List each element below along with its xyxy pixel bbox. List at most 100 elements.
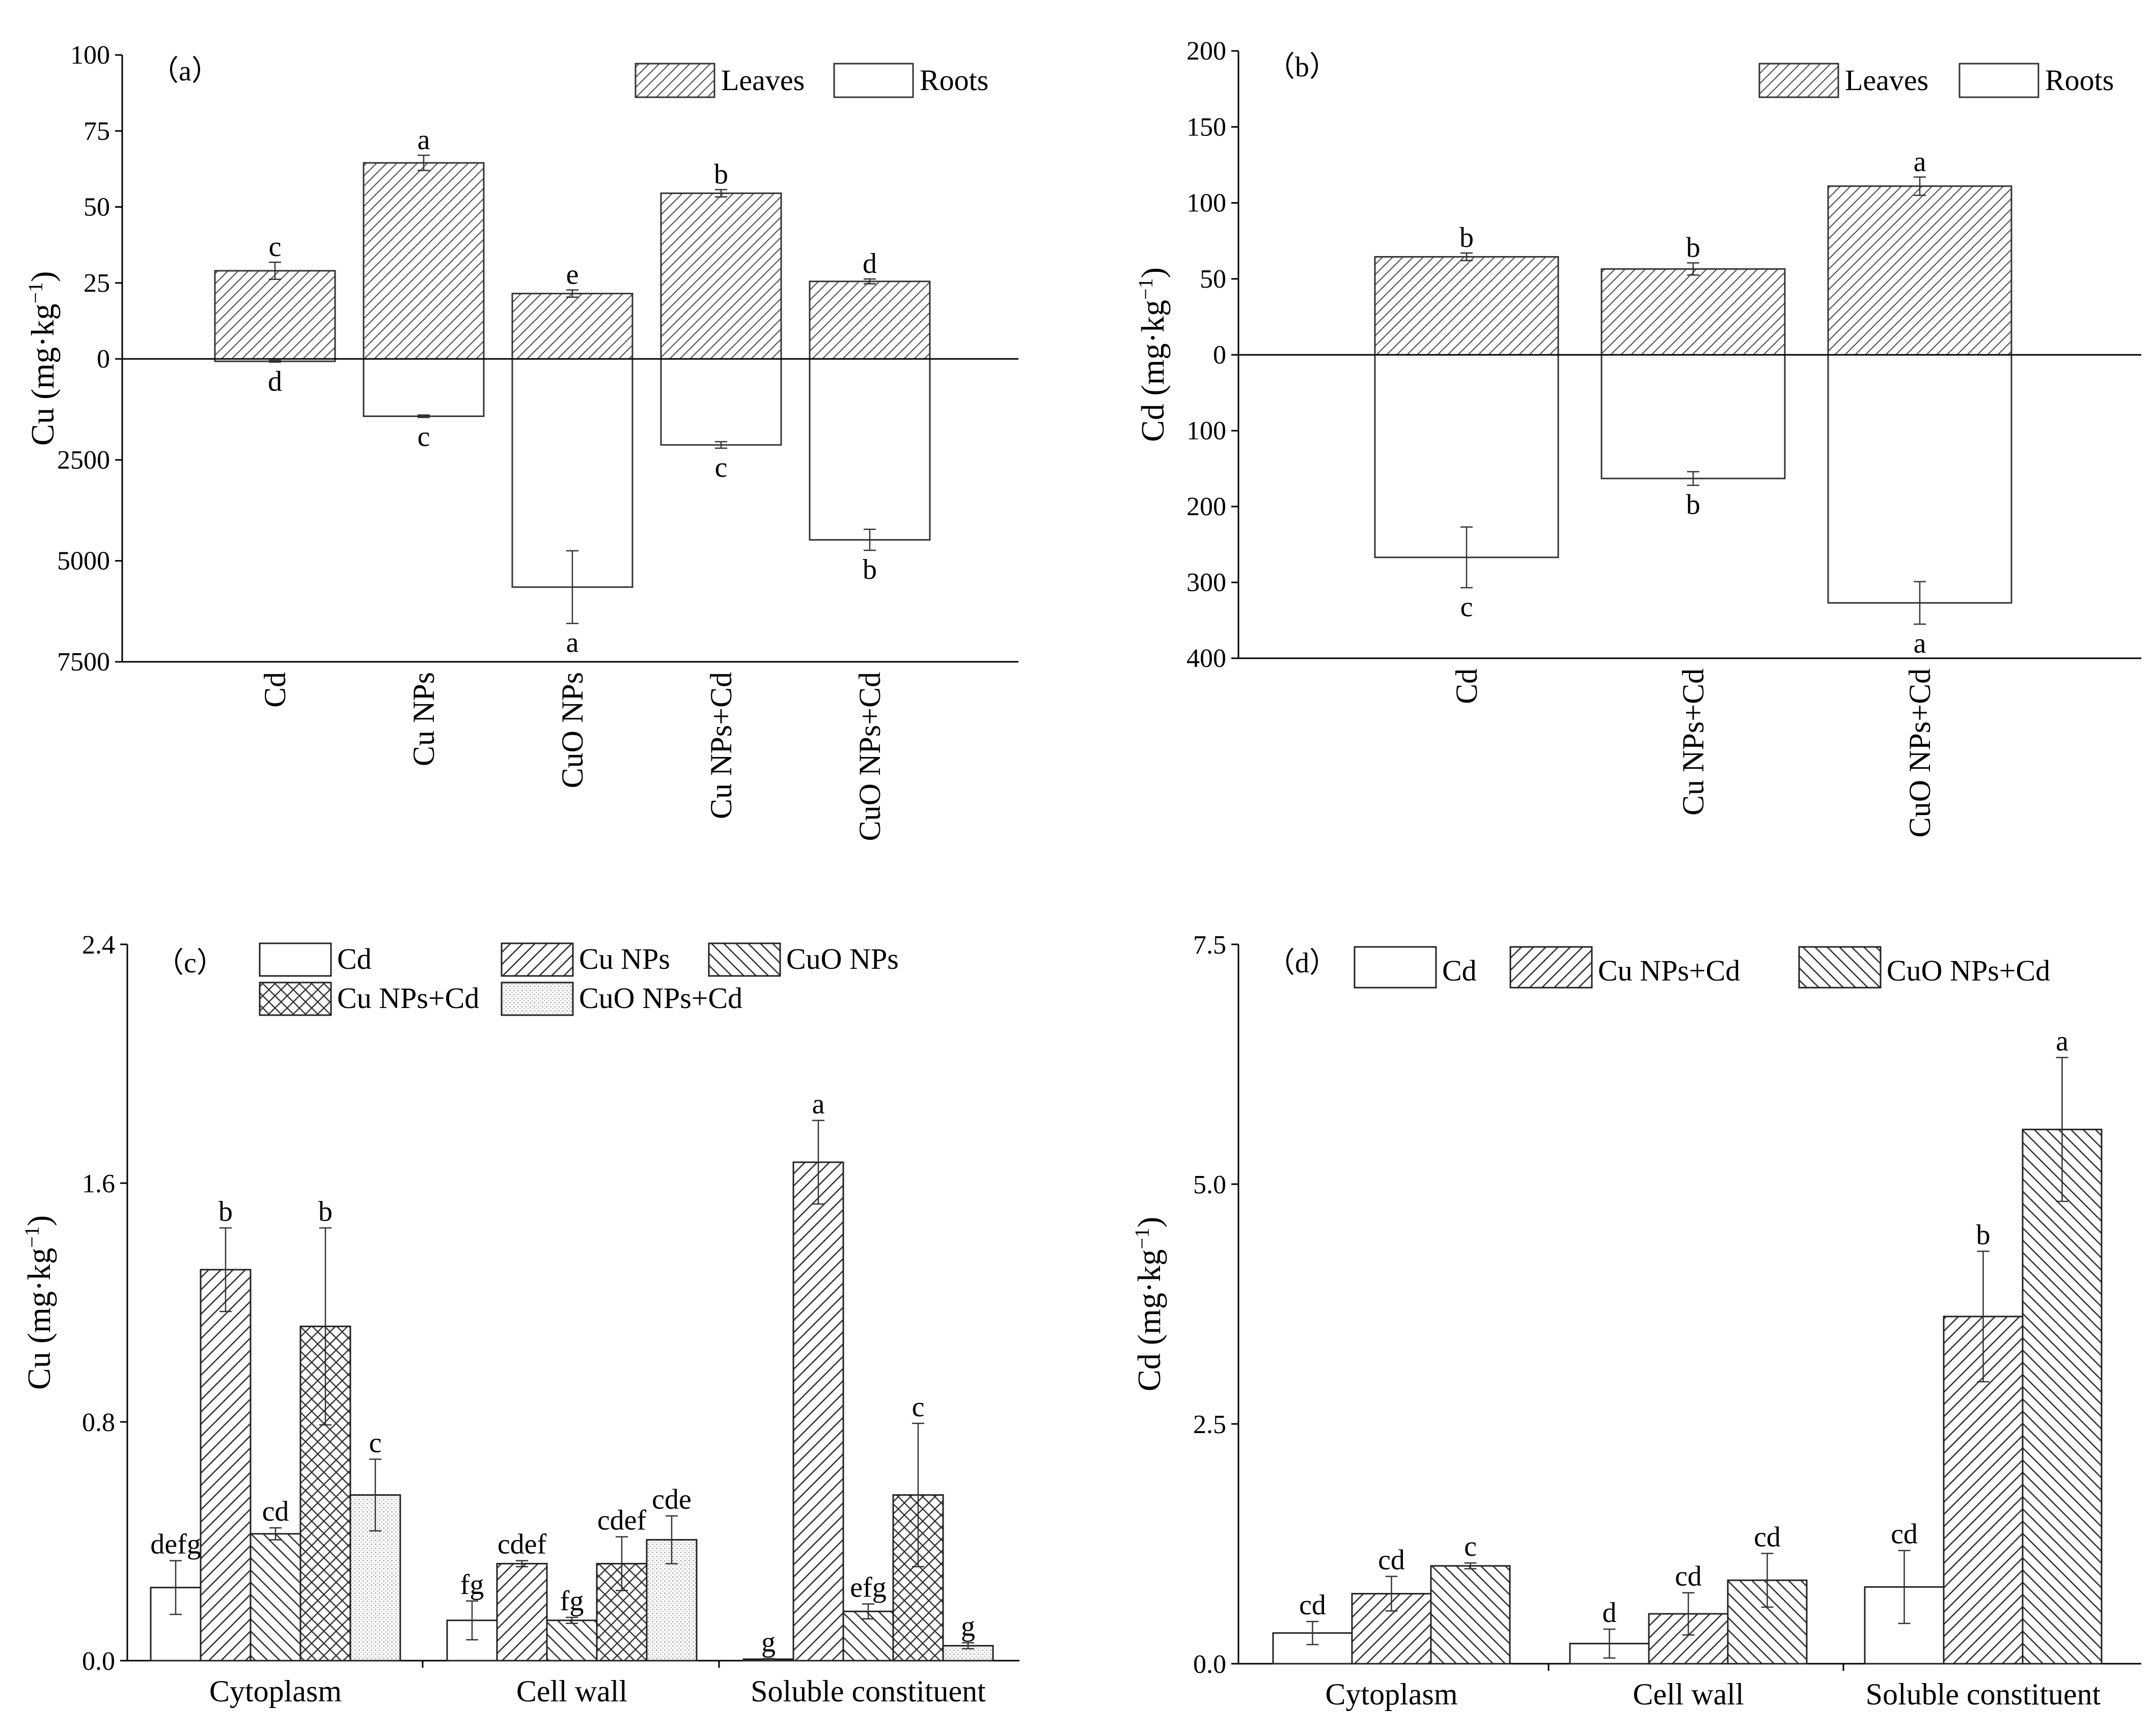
category-label: Cu NPs+Cd — [1676, 668, 1710, 816]
significance-label: fg — [560, 1585, 584, 1617]
category-label: CuO NPs+Cd — [853, 672, 887, 841]
y-tick-label: 7500 — [57, 648, 110, 677]
significance-label: defg — [150, 1529, 201, 1560]
significance-label: efg — [850, 1572, 887, 1604]
bar-roots — [1600, 354, 1786, 480]
significance-label: a — [1914, 146, 1926, 178]
y-tick-label: 150 — [1186, 113, 1226, 142]
y-tick-label: 7.5 — [1193, 931, 1226, 960]
legend-swatch — [501, 942, 574, 977]
significance-label: g — [961, 1611, 975, 1642]
panel-a: 0 25 50 75 100 2500 5000 7500 c d Cd a c Cu NPs e a CuO … — [24, 41, 1018, 841]
significance-label: d — [268, 366, 282, 397]
significance-label: b — [1976, 1219, 1991, 1251]
legend-label: Cu NPs+Cd — [337, 982, 479, 1015]
legend-swatch — [259, 942, 332, 977]
legend-label: Roots — [2045, 64, 2114, 97]
panel-b: 0 50 100 150 200 100 200 300 400 b c Cd b b Cu NPs+Cd a… — [1134, 37, 2141, 837]
bar-leaves — [511, 293, 633, 360]
legend-swatch — [501, 982, 574, 1016]
category-label: Cd — [258, 672, 292, 708]
bar-roots — [660, 358, 782, 446]
bar-roots — [1374, 354, 1559, 558]
significance-label: b — [218, 1196, 233, 1227]
legend-label: CuO NPs+Cd — [1887, 954, 2050, 987]
legend-swatch-leaves — [1758, 63, 1839, 98]
significance-label: c — [369, 1427, 382, 1459]
significance-label: b — [1459, 222, 1474, 254]
y-tick-label: 2.5 — [1193, 1410, 1226, 1439]
bar-roots — [1827, 354, 2012, 604]
legend-label: Leaves — [721, 64, 805, 97]
y-tick-label: 200 — [1186, 37, 1226, 66]
bar-cuo-nps-cd — [1430, 1565, 1511, 1665]
bar-cu-nps — [792, 1161, 844, 1662]
y-tick-label: 0.0 — [1193, 1650, 1226, 1679]
legend-label: Cd — [337, 942, 372, 975]
y-tick-label: 5.0 — [1193, 1170, 1226, 1199]
significance-label: b — [863, 554, 877, 585]
significance-label: c — [418, 421, 430, 453]
significance-label: a — [418, 124, 430, 156]
significance-label: d — [863, 248, 877, 279]
y-axis-label: Cu (mg·kg−1) — [20, 1215, 58, 1390]
y-tick-label: 400 — [1186, 644, 1226, 673]
legend-swatch — [1354, 946, 1437, 989]
legend-swatch-roots — [1958, 63, 2039, 98]
category-label: Cu NPs — [407, 672, 440, 766]
y-tick-label: 1.6 — [82, 1169, 115, 1198]
category-label: Cd — [1450, 668, 1483, 704]
significance-label: e — [566, 259, 579, 290]
significance-label: cdef — [597, 1505, 647, 1536]
bar-cuo-nps — [250, 1533, 301, 1662]
legend-swatch — [1509, 946, 1593, 989]
significance-label: cd — [1754, 1521, 1781, 1553]
y-tick-label: 100 — [1186, 189, 1226, 218]
category-label: Cell wall — [1633, 1677, 1744, 1711]
bar-roots — [363, 358, 485, 417]
panel-c: 0.00.81.62.4defgbcdbcCytoplasmfgcdeffgcd… — [20, 931, 1019, 1708]
category-label: CuO NPs — [556, 672, 589, 788]
y-tick-label: 0 — [1213, 341, 1226, 370]
y-tick-label: 2500 — [57, 445, 110, 474]
category-label: Cell wall — [516, 1674, 627, 1708]
significance-label: c — [269, 231, 282, 263]
legend-label: Cu NPs — [579, 942, 670, 975]
legend-label: Cd — [1442, 954, 1477, 987]
significance-label: g — [761, 1627, 776, 1658]
y-tick-label: 200 — [1186, 492, 1226, 521]
y-tick-label: 0.8 — [82, 1408, 115, 1437]
bar-leaves — [1374, 256, 1559, 356]
significance-label: c — [1460, 591, 1473, 623]
significance-label: b — [714, 158, 728, 190]
significance-label: c — [715, 452, 728, 483]
significance-label: a — [2056, 1025, 2068, 1057]
category-label: Cytoplasm — [1325, 1677, 1457, 1711]
legend-swatch — [708, 942, 781, 977]
y-axis-label: Cd (mg·kg−1) — [1130, 1217, 1168, 1391]
significance-label: a — [812, 1088, 825, 1120]
y-axis-label: Cu (mg·kg−1) — [24, 271, 61, 446]
significance-label: cd — [1675, 1561, 1702, 1592]
panel-d: 0.0 2.5 5.0 7.5 cd cd c Cytoplasm d cd cd Cell wall… — [1130, 931, 2141, 1711]
legend-label: Leaves — [1845, 64, 1928, 97]
significance-label: b — [1686, 489, 1700, 520]
legend-label: Roots — [920, 64, 988, 97]
significance-label: a — [566, 627, 579, 659]
bar-cuo-nps-cd — [2022, 1129, 2103, 1665]
significance-label: d — [1603, 1597, 1617, 1629]
category-label: CuO NPs+Cd — [1903, 668, 1937, 837]
bar-leaves — [660, 192, 782, 360]
significance-label: cde — [652, 1484, 692, 1516]
panel-label: （a） — [150, 55, 220, 87]
y-tick-label: 300 — [1186, 568, 1226, 597]
bar-roots — [809, 358, 931, 541]
bar-leaves — [1600, 268, 1786, 356]
bar-leaves — [1827, 185, 2012, 356]
significance-label: cd — [1299, 1589, 1326, 1621]
y-tick-label: 100 — [70, 41, 110, 70]
significance-label: b — [318, 1196, 333, 1227]
y-tick-label: 75 — [84, 117, 110, 146]
category-label: Cu NPs+Cd — [704, 672, 738, 819]
